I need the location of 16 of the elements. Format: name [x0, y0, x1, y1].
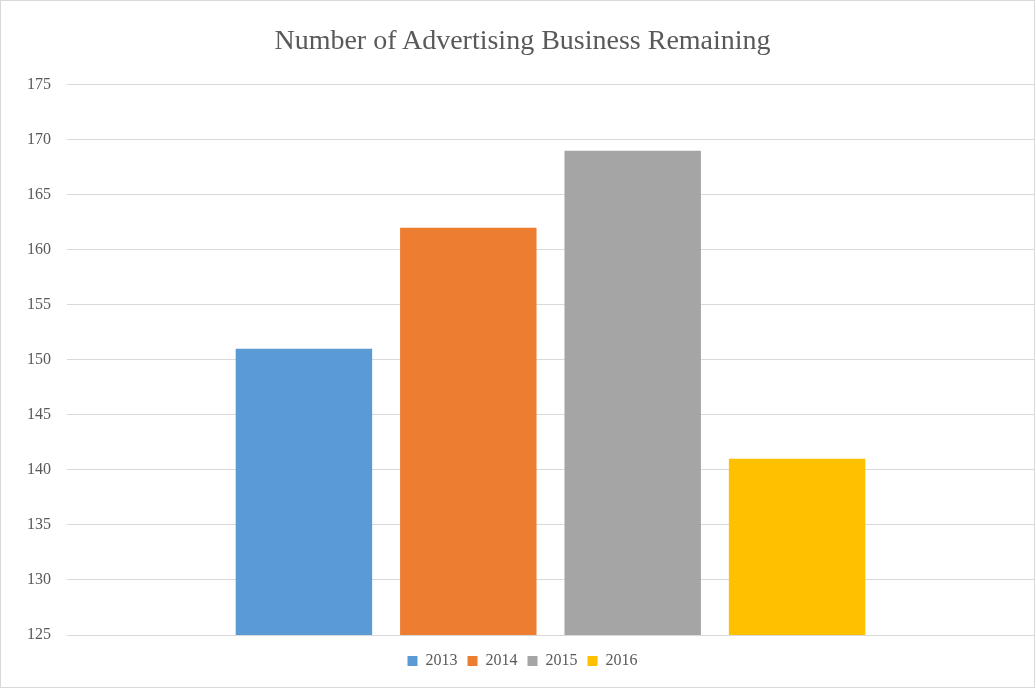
- y-tick-label: 125: [27, 625, 51, 643]
- legend-label: 2013: [425, 651, 458, 669]
- y-tick-label: 140: [27, 460, 51, 478]
- legend-label: 2015: [545, 651, 578, 669]
- y-tick-label: 130: [27, 570, 51, 588]
- y-tick-label: 135: [27, 515, 51, 533]
- y-tick-label: 165: [27, 184, 51, 202]
- legend-label: 2014: [485, 651, 518, 669]
- y-tick-label: 160: [27, 239, 51, 257]
- y-tick-label: 170: [27, 129, 51, 147]
- y-tick-label: 150: [27, 350, 51, 367]
- legend-label: 2016: [605, 651, 638, 669]
- y-tick-label: 175: [27, 74, 51, 92]
- y-tick-label: 145: [27, 405, 51, 423]
- chart-title: Number of Advertising Business Remaining: [274, 24, 771, 56]
- y-tick-label: 155: [27, 294, 51, 312]
